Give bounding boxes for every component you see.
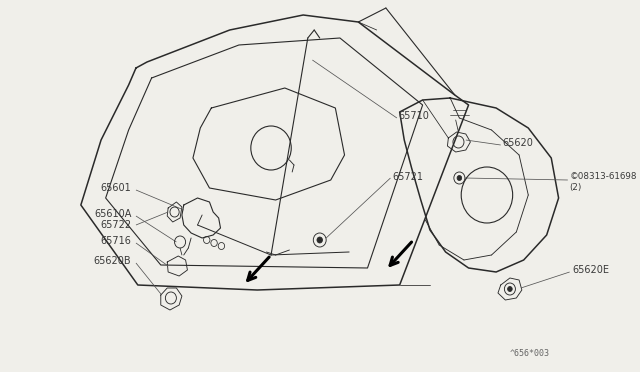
Text: 65620E: 65620E [572,265,609,275]
Circle shape [457,176,461,180]
Text: 65716: 65716 [100,236,131,246]
Text: 65601: 65601 [100,183,131,193]
Text: ^656*003: ^656*003 [509,349,549,358]
Circle shape [317,237,323,243]
Text: 65710: 65710 [399,111,429,121]
Text: ©08313-61698
(2): ©08313-61698 (2) [570,172,637,192]
Text: 65722: 65722 [100,220,131,230]
Text: 65721: 65721 [392,172,423,182]
Text: 65620: 65620 [502,138,533,148]
Text: 65620B: 65620B [93,256,131,266]
Circle shape [508,286,512,292]
Text: 65610A: 65610A [94,209,131,219]
